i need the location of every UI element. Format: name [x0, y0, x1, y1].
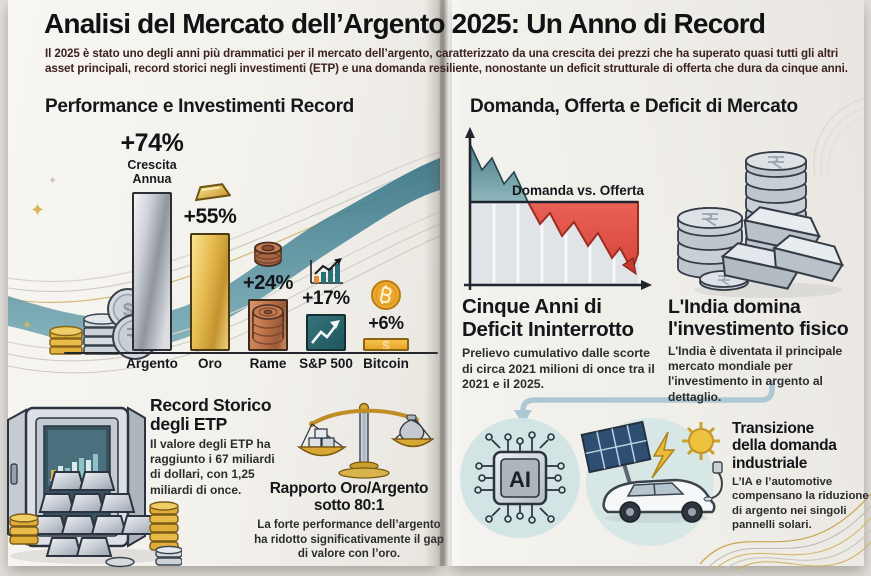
bar-group-bitcoin: +6% $: [354, 279, 418, 351]
performance-bar-chart: +74% Crescita Annua +55%: [42, 124, 438, 371]
bar-group-argento: +74% Crescita Annua: [120, 129, 184, 351]
gold-ingot-icon: [194, 183, 231, 202]
bitcoin-coin-icon: [371, 280, 401, 310]
bar-value-label: +17%: [302, 288, 350, 309]
silver-bar: [132, 192, 172, 351]
svg-text:$: $: [382, 338, 390, 351]
gold-silver-ratio-title: Rapporto Oro/Argento sotto 80:1: [269, 480, 429, 515]
bar-value-label: +74%: [120, 129, 184, 157]
deficit-amount: 2021: [508, 361, 536, 376]
bar-value-label: +6%: [368, 313, 404, 333]
gold-silver-ratio-body: La forte performance dell’argento ha rid…: [254, 519, 444, 561]
industrial-transition-title: Transizione della domanda industriale: [732, 420, 837, 472]
copper-coil-detail: [252, 304, 284, 345]
page-title: Analisi del Mercato dell’Argento 2025: U…: [44, 8, 766, 39]
copper-coil-icon: [254, 241, 282, 267]
bar-value-label: +24%: [242, 272, 294, 294]
right-section-heading: Domanda, Offerta e Deficit di Mercato: [470, 96, 798, 117]
etp-record-title: Record Storico degli ETP: [150, 395, 272, 434]
bar-group-sp500: +17%: [294, 256, 358, 351]
stock-chart-icon: [310, 258, 343, 284]
left-section-heading: Performance e Investimenti Record: [45, 96, 354, 117]
bar-group-oro: +55%: [178, 179, 242, 351]
bitcoin-bar: $: [363, 338, 409, 351]
india-body: L'India è diventata il principale mercat…: [668, 344, 843, 404]
india-title: L'India domina l'investimento fisico: [668, 296, 849, 340]
sp500-bar: [306, 314, 346, 351]
bar-value-label: +55%: [183, 205, 237, 228]
deficit-title: Cinque Anni di Deficit Ininterrotto: [462, 295, 634, 341]
page-subtitle: Il 2025 è stato uno degli anni più dramm…: [45, 47, 848, 76]
trend-arrow-icon: [310, 319, 340, 344]
dollar-watermark: $: [382, 338, 390, 351]
copper-bar: [248, 299, 288, 351]
etp-record-body: Il valore degli ETP ha raggiunto i 67 mi…: [150, 437, 275, 497]
bar-category-label: Bitcoin: [363, 356, 409, 371]
bar-group-rame: +24%: [236, 240, 300, 351]
industrial-transition-body: L’IA e l’automotive compensano la riduzi…: [732, 476, 869, 532]
chart-baseline: [64, 351, 438, 354]
deficit-body: Prelievo cumulativo dalle scorte di circ…: [462, 346, 655, 392]
gold-bar: [190, 233, 230, 351]
